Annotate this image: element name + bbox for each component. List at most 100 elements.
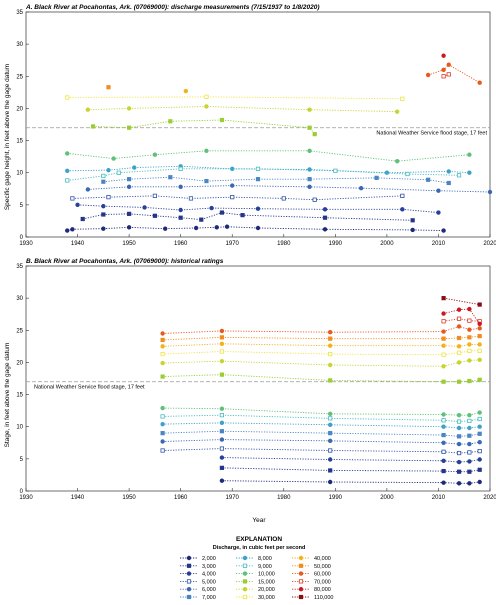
panel-a-point-2000 xyxy=(65,228,70,233)
panel-b-series-line-20000 xyxy=(162,359,480,367)
panel-b-point-70000 xyxy=(467,318,472,323)
legend-item-label: 3,000 xyxy=(202,564,216,570)
panel-b-flood-stage-label: National Weather Service flood stage, 17… xyxy=(34,385,145,391)
panel-a-point-10000 xyxy=(65,151,70,156)
panel-b-x-tick-label: 1990 xyxy=(329,495,343,501)
panel-a-point-2000 xyxy=(101,226,106,231)
legend-swatch-marker xyxy=(186,571,192,576)
panel-b-point-15000 xyxy=(219,372,225,377)
panel-b-point-110000 xyxy=(441,296,446,301)
panel-b-point-5000 xyxy=(477,449,482,454)
panel-b-point-60000 xyxy=(327,330,333,335)
panel-a-series-line-15000 xyxy=(93,119,316,135)
panel-b-series-line-70000 xyxy=(443,318,480,322)
panel-b-title: B. Black River at Pocahontas, Ark. (0706… xyxy=(26,258,224,265)
panel-a-point-7000 xyxy=(168,175,173,180)
panel-b-y-tick-label: 0 xyxy=(20,489,24,495)
legend-item-label: 10,000 xyxy=(258,572,275,578)
panel-a-x-tick-label: 1940 xyxy=(71,241,85,247)
panel-a-point-2000 xyxy=(70,227,75,232)
panel-b-point-20000 xyxy=(467,358,472,363)
panel-a-series-line-4000 xyxy=(77,204,439,214)
panel-b-point-20000 xyxy=(477,357,482,363)
panel-a-x-tick-label: 1930 xyxy=(19,241,33,247)
panel-b-point-2000 xyxy=(467,481,472,486)
panel-a-point-3000 xyxy=(178,215,183,220)
legend-item-label: 2,000 xyxy=(202,556,216,562)
panel-b-point-5000 xyxy=(160,448,165,453)
panel-b-point-70000 xyxy=(441,319,446,324)
panel-b-point-60000 xyxy=(441,329,446,334)
panel-b-point-15000 xyxy=(328,378,333,383)
panel-b-point-2000 xyxy=(456,481,462,486)
panel-a-point-5000 xyxy=(188,196,194,201)
panel-a-point-40000 xyxy=(183,88,189,94)
panel-b-point-8000 xyxy=(441,424,446,429)
panel-a-point-8000 xyxy=(307,167,312,172)
panel-b-point-20000 xyxy=(327,362,333,368)
legend-item-label: 30,000 xyxy=(258,595,275,601)
panel-b-point-5000 xyxy=(467,450,472,455)
panel-b-point-2000 xyxy=(327,479,333,485)
panel-b-point-6000 xyxy=(467,441,472,447)
legend-title: EXPLANATION xyxy=(236,536,282,543)
legend-item-label: 20,000 xyxy=(258,587,275,593)
panel-b-point-8000 xyxy=(456,425,462,431)
panel-a-point-9000 xyxy=(456,173,462,178)
panel-b-point-4000 xyxy=(327,457,333,462)
panel-b-point-60000 xyxy=(219,328,225,334)
panel-b-point-30000 xyxy=(219,349,225,354)
panel-b-point-10000 xyxy=(441,412,446,417)
panel-a-point-3000 xyxy=(101,212,106,217)
panel-a-point-2000 xyxy=(224,224,230,229)
panel-a-point-6000 xyxy=(436,188,441,193)
panel-b-x-tick-label: 2020 xyxy=(483,495,496,501)
panel-b-point-2000 xyxy=(477,479,482,485)
panel-b-y-tick-label: 25 xyxy=(16,328,23,334)
legend-swatch-marker xyxy=(242,594,248,600)
panel-a-x-tick-label: 2000 xyxy=(380,241,394,247)
panel-b-x-tick-label: 1930 xyxy=(19,495,33,501)
panel-a-point-6000 xyxy=(487,189,493,195)
panel-a-point-10000 xyxy=(307,148,312,154)
panel-a-point-4000 xyxy=(75,202,80,208)
panel-b-point-8000 xyxy=(219,420,225,426)
panel-a-point-4000 xyxy=(142,205,147,210)
panel-b-point-9000 xyxy=(160,414,165,419)
panel-a-point-30000 xyxy=(400,96,405,101)
panel-a-series-line-6000 xyxy=(87,185,491,193)
legend-item-label: 110,000 xyxy=(314,595,333,601)
legend-item-label: 9,000 xyxy=(258,564,272,570)
panel-a-point-3000 xyxy=(219,210,225,215)
panel-b-series-line-6000 xyxy=(162,439,480,445)
panel-a-point-70000 xyxy=(446,72,451,77)
panel-a-point-9000 xyxy=(405,171,410,177)
panel-b-point-7000 xyxy=(456,434,462,439)
legend-swatch-marker xyxy=(298,594,304,600)
panel-a-title: A. Black River at Pocahontas, Ark. (0706… xyxy=(25,4,320,11)
panel-b-point-30000 xyxy=(328,351,333,357)
panel-a-point-3000 xyxy=(199,217,204,222)
legend-item-label: 7,000 xyxy=(202,595,216,601)
legend-swatch-marker xyxy=(186,594,192,600)
panel-b-point-60000 xyxy=(467,327,472,332)
panel-a-point-20000 xyxy=(204,104,209,109)
panel-a-series-line-10000 xyxy=(67,150,470,162)
panel-a-series-line-2000 xyxy=(67,226,444,232)
panel-b-point-60000 xyxy=(456,324,462,329)
panel-b-x-tick-label: 1970 xyxy=(226,495,240,501)
panel-a-x-tick-label: 1970 xyxy=(226,241,240,247)
panel-a-point-5000 xyxy=(312,197,317,202)
panel-b-point-40000 xyxy=(219,341,225,346)
panel-a-x-tick-label: 2010 xyxy=(432,241,446,247)
panel-a-point-6000 xyxy=(178,184,183,190)
panel-a-point-2000 xyxy=(193,225,199,231)
panel-b-point-40000 xyxy=(327,343,333,348)
panel-b-point-60000 xyxy=(160,331,165,336)
panel-b-y-tick-label: 35 xyxy=(16,264,23,270)
panel-b-point-10000 xyxy=(327,411,333,417)
panel-b-point-10000 xyxy=(160,405,165,411)
panel-b-point-2000 xyxy=(219,478,225,483)
panel-a-point-4000 xyxy=(178,207,183,213)
panel-a-x-tick-label: 1960 xyxy=(174,241,188,247)
